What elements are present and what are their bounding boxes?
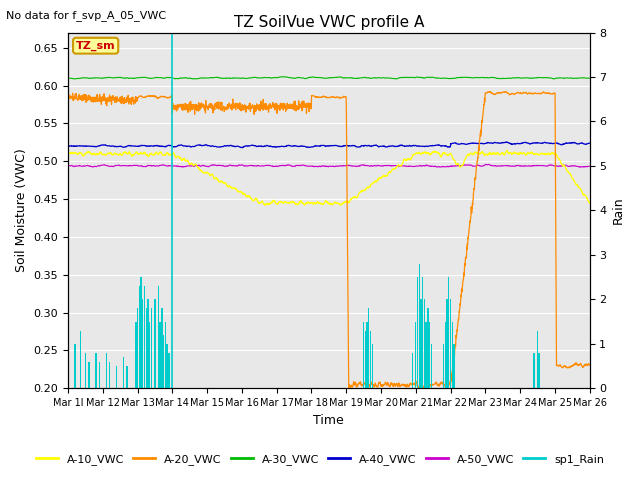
Bar [79, 331, 81, 388]
Text: TZ_sm: TZ_sm [76, 41, 115, 51]
Bar [145, 308, 147, 388]
Bar [428, 308, 429, 388]
X-axis label: Time: Time [314, 414, 344, 427]
Bar [74, 344, 76, 388]
Bar [422, 277, 424, 388]
Bar [84, 353, 86, 388]
Bar [450, 300, 451, 388]
Bar [144, 286, 145, 388]
Y-axis label: Rain: Rain [612, 197, 625, 224]
Bar [161, 308, 163, 388]
Bar [424, 300, 425, 388]
Bar [415, 322, 417, 388]
Bar [135, 322, 136, 388]
Bar [140, 277, 141, 388]
Text: No data for f_svp_A_05_VWC: No data for f_svp_A_05_VWC [6, 10, 166, 21]
Bar [109, 361, 111, 388]
Bar [372, 344, 373, 388]
Bar [116, 366, 117, 388]
Bar [412, 353, 413, 388]
Bar [363, 322, 364, 388]
Bar [370, 331, 371, 388]
Bar [445, 322, 446, 388]
Bar [453, 344, 454, 388]
Bar [168, 353, 170, 388]
Bar [426, 322, 427, 388]
Bar [147, 300, 148, 388]
Bar [137, 308, 138, 388]
Bar [164, 322, 166, 388]
Bar [127, 366, 128, 388]
Bar [157, 286, 159, 388]
Bar [452, 322, 453, 388]
Bar [429, 322, 430, 388]
Bar [538, 353, 540, 388]
Bar [366, 322, 368, 388]
Bar [99, 361, 100, 388]
Bar [95, 353, 97, 388]
Legend: A-10_VWC, A-20_VWC, A-30_VWC, A-40_VWC, A-50_VWC, sp1_Rain: A-10_VWC, A-20_VWC, A-30_VWC, A-40_VWC, … [31, 450, 609, 469]
Bar [448, 277, 449, 388]
Title: TZ SoilVue VWC profile A: TZ SoilVue VWC profile A [234, 15, 424, 30]
Bar [123, 357, 124, 388]
Bar [106, 353, 107, 388]
Bar [88, 361, 90, 388]
Bar [166, 344, 168, 388]
Bar [149, 322, 150, 388]
Bar [446, 300, 448, 388]
Bar [154, 300, 156, 388]
Bar [420, 300, 422, 388]
Bar [139, 286, 140, 388]
Bar [419, 264, 420, 388]
Bar [533, 353, 534, 388]
Y-axis label: Soil Moisture (VWC): Soil Moisture (VWC) [15, 149, 28, 272]
Bar [368, 308, 369, 388]
Bar [443, 344, 444, 388]
Bar [365, 331, 366, 388]
Bar [537, 331, 538, 388]
Bar [163, 335, 164, 388]
Bar [159, 322, 161, 388]
Bar [142, 300, 143, 388]
Bar [417, 277, 418, 388]
Bar [151, 308, 152, 388]
Bar [431, 344, 432, 388]
